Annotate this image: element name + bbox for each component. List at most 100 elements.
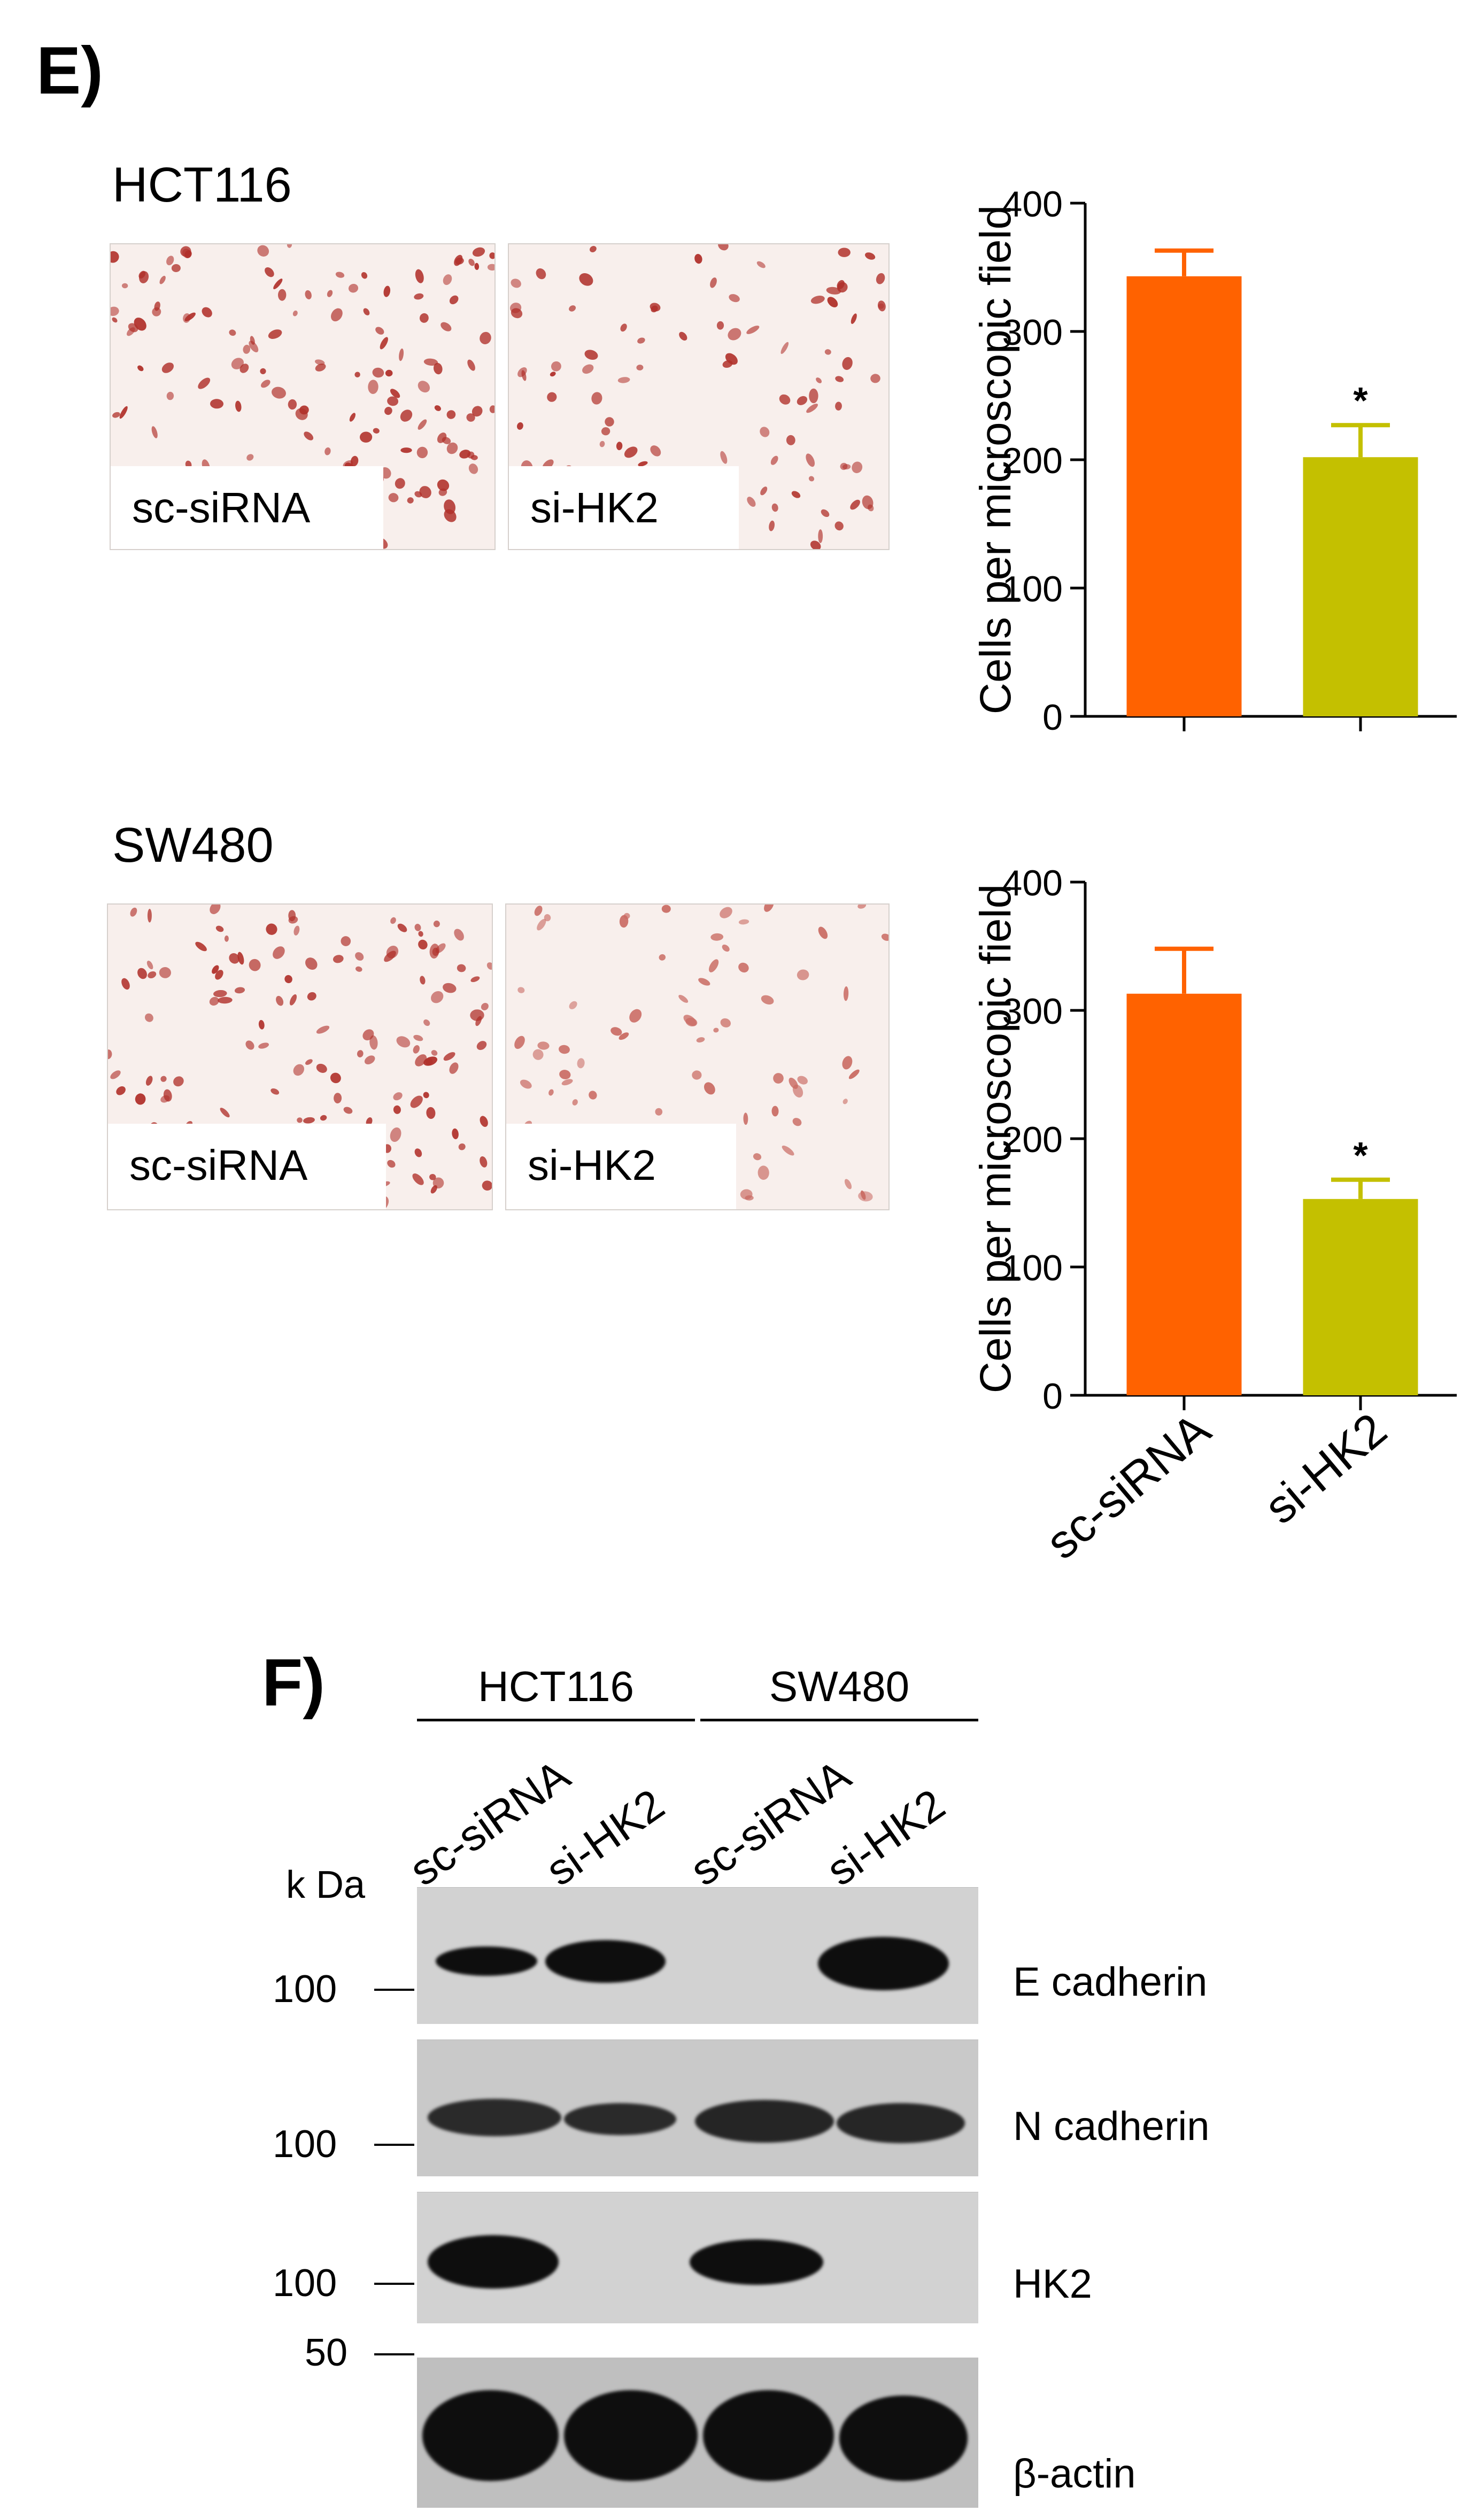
stained-cell [843, 986, 849, 1001]
stained-cell [771, 503, 778, 512]
stained-cell [818, 529, 823, 543]
band [837, 2103, 965, 2143]
stained-cell [472, 247, 485, 257]
stained-cell [239, 364, 249, 373]
stained-cell [791, 491, 801, 498]
stained-cell [330, 1072, 341, 1084]
stained-cell [559, 1070, 571, 1079]
stained-cell [550, 372, 556, 377]
stained-cell [418, 419, 427, 430]
stained-cell [679, 331, 687, 341]
marker-tick [374, 1989, 414, 1991]
stained-cell [146, 961, 153, 970]
stained-cell [151, 426, 158, 438]
stained-cell [304, 431, 314, 441]
stained-cell [284, 975, 292, 984]
stained-cell [720, 907, 732, 918]
stained-cell [610, 1027, 622, 1036]
stained-cell [395, 478, 405, 489]
stained-cell [293, 925, 300, 936]
stained-cell [516, 422, 523, 430]
stained-cell [438, 488, 447, 496]
stained-cell [414, 924, 421, 931]
marker-label: 50 [305, 2331, 348, 2374]
stained-cell [419, 313, 429, 323]
stained-cell [797, 1076, 808, 1085]
stained-cell [718, 244, 729, 251]
stained-cell [229, 953, 239, 964]
stained-cell [148, 971, 157, 979]
stained-cell [121, 978, 130, 990]
stained-cell [341, 936, 351, 946]
stained-cell [210, 399, 223, 409]
stained-cell [579, 273, 593, 286]
stained-cell [480, 1116, 488, 1127]
stained-cell [258, 1019, 265, 1030]
micrograph-label: si-HK2 [509, 466, 739, 549]
stained-cell [650, 445, 661, 457]
stained-cell [273, 279, 283, 290]
stained-cell [119, 406, 128, 419]
stained-cell [159, 275, 166, 284]
stained-cell [243, 344, 251, 354]
stained-cell [287, 244, 292, 248]
stained-cell [514, 1036, 525, 1049]
stained-cell [215, 970, 223, 980]
stained-cell [877, 300, 886, 312]
stained-cell [289, 994, 297, 1006]
stained-cell [792, 1118, 802, 1126]
stained-cell [454, 254, 463, 266]
stained-cell [419, 486, 431, 498]
stained-cell [288, 399, 297, 410]
stained-cell [184, 250, 192, 258]
stained-cell [166, 391, 174, 400]
stained-cell [384, 951, 396, 962]
y-tick-label: 200 [1002, 1119, 1063, 1160]
stained-cell [380, 337, 388, 350]
stained-cell [435, 943, 446, 953]
stained-cell [137, 968, 147, 979]
y-tick-label: 200 [1002, 441, 1063, 481]
y-tick-label: 300 [1002, 312, 1063, 353]
stained-cell [305, 957, 318, 970]
blot-n-cadherin [417, 2039, 978, 2176]
stained-cell [650, 303, 661, 312]
stained-cell [468, 258, 475, 266]
stained-cell [446, 442, 458, 454]
stained-cell [818, 926, 828, 939]
stained-cell [218, 996, 233, 1004]
stained-cell [720, 1018, 731, 1027]
stained-cell [249, 959, 261, 971]
stained-cell [474, 262, 480, 270]
stained-cell [416, 446, 428, 459]
stained-cell [599, 441, 605, 447]
stained-cell [728, 328, 741, 341]
significance-marker: * [1353, 1134, 1368, 1176]
stained-cell [797, 396, 808, 405]
bar-sc-siRNA [1126, 993, 1242, 1395]
y-tick-label: 400 [1002, 184, 1063, 225]
marker-tick [374, 2144, 414, 2146]
band [545, 1940, 666, 1983]
stained-cell [835, 376, 844, 382]
stained-cell [617, 377, 630, 383]
stained-cell [789, 1077, 798, 1089]
y-axis-label: Cells per microscopic field [971, 884, 1020, 1393]
band [703, 2390, 834, 2481]
stained-cell [782, 1145, 794, 1156]
stained-cell [258, 1042, 269, 1049]
stained-cell [426, 1107, 436, 1119]
y-tick-label: 400 [1002, 863, 1063, 903]
protein-label-beta-actin: β-actin [1013, 2451, 1136, 2497]
stained-cell [373, 428, 380, 434]
band [564, 2390, 698, 2481]
micrograph-label: sc-siRNA [108, 1124, 386, 1209]
stained-cell [431, 1050, 438, 1056]
stained-cell [443, 274, 452, 285]
stained-cell [299, 405, 309, 415]
stained-cell [108, 1049, 112, 1060]
panel-e-letter: E) [36, 34, 103, 108]
stained-cell [569, 1001, 577, 1009]
stained-cell [393, 1105, 401, 1114]
stained-cell [137, 365, 144, 372]
